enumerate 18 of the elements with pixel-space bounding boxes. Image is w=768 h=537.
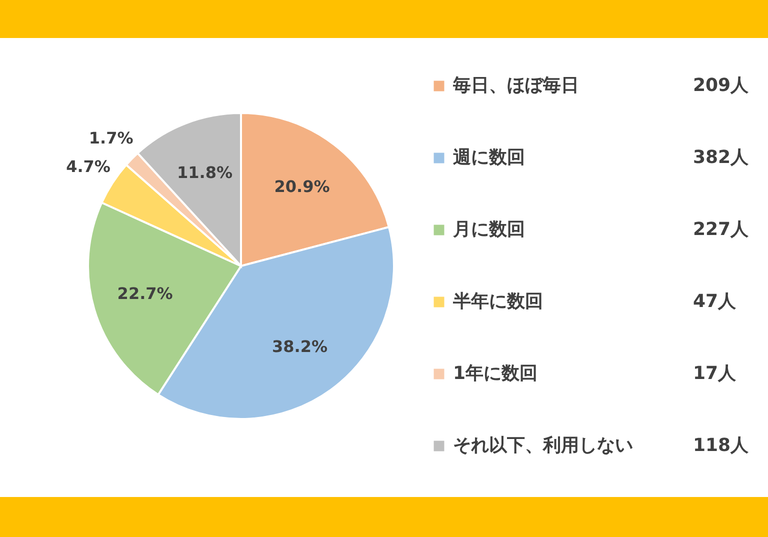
text: 118人 bbox=[693, 435, 750, 456]
legend-label: 月に数回 bbox=[452, 219, 525, 240]
legend-label: 週に数回 bbox=[452, 147, 525, 168]
text: 227人 bbox=[693, 219, 750, 240]
data-label: 1.7% bbox=[88, 128, 134, 148]
data-label: 22.7% bbox=[117, 284, 173, 304]
data-label: 11.8% bbox=[177, 162, 233, 182]
legend-label: 半年に数回 bbox=[452, 291, 543, 312]
data-label: 4.7% bbox=[66, 157, 110, 176]
text: 17人 bbox=[693, 363, 738, 384]
legend-label: 1年に数回 bbox=[453, 363, 538, 384]
text: 47人 bbox=[693, 291, 738, 312]
data-label: 20.9% bbox=[274, 176, 330, 196]
text: 382人 bbox=[693, 147, 750, 168]
legend-label: それ以下、利用しない bbox=[453, 435, 633, 456]
data-label: 38.2% bbox=[272, 336, 328, 356]
text: 209人 bbox=[693, 75, 750, 96]
legend-label: 毎日、ほぼ毎日 bbox=[452, 75, 579, 96]
